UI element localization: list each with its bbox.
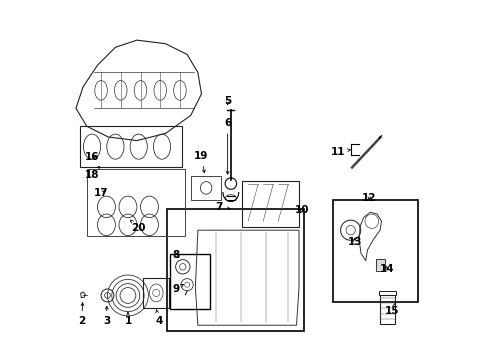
Text: 11: 11 bbox=[330, 147, 350, 157]
Text: 10: 10 bbox=[294, 206, 308, 216]
Text: 8: 8 bbox=[172, 250, 180, 260]
Bar bbox=[170, 253, 210, 309]
Text: 4: 4 bbox=[155, 310, 163, 326]
Bar bbox=[167, 209, 303, 330]
Text: 5: 5 bbox=[224, 96, 231, 106]
Text: 9: 9 bbox=[172, 284, 183, 294]
Text: 18: 18 bbox=[84, 166, 100, 180]
Text: 7: 7 bbox=[215, 202, 230, 212]
Bar bbox=[143, 278, 169, 309]
Text: 13: 13 bbox=[347, 237, 362, 247]
Text: 19: 19 bbox=[194, 151, 208, 173]
Text: 2: 2 bbox=[78, 303, 85, 326]
Text: 6: 6 bbox=[224, 118, 231, 174]
Bar bbox=[86, 169, 185, 235]
Text: 20: 20 bbox=[130, 220, 145, 233]
Bar bbox=[191, 176, 221, 200]
Text: 12: 12 bbox=[361, 193, 376, 203]
Bar bbox=[378, 291, 395, 296]
Bar bbox=[376, 259, 384, 271]
Bar bbox=[242, 181, 298, 226]
Text: 17: 17 bbox=[94, 188, 108, 198]
Text: 1: 1 bbox=[124, 312, 131, 326]
Text: 15: 15 bbox=[384, 303, 399, 316]
Bar bbox=[379, 296, 395, 324]
Text: 3: 3 bbox=[103, 306, 110, 326]
Bar bbox=[80, 126, 182, 167]
Text: 16: 16 bbox=[85, 152, 100, 162]
Bar bbox=[333, 200, 418, 302]
Text: 14: 14 bbox=[379, 264, 394, 274]
